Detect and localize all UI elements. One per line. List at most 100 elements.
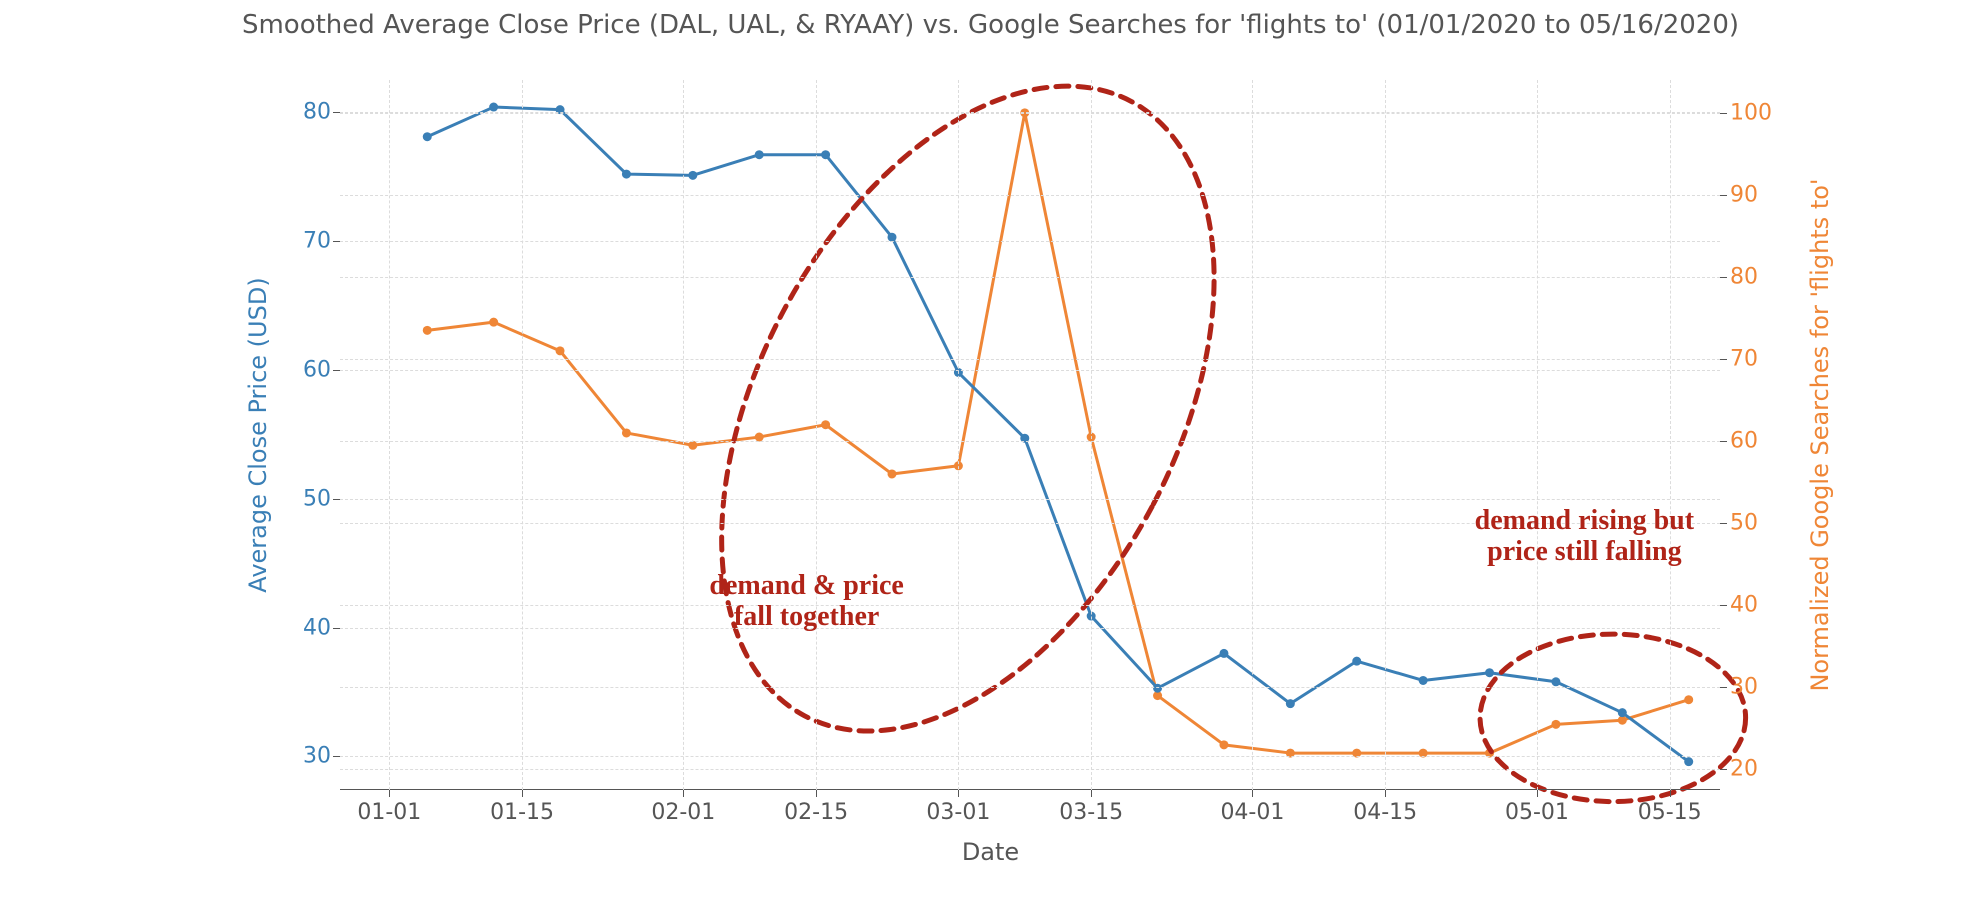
series-price-marker (821, 150, 830, 159)
series-price-marker (622, 170, 631, 179)
ytick-mark-right (1720, 277, 1727, 278)
line-svg (340, 80, 1720, 790)
series-price-marker (423, 132, 432, 141)
series-price-line (427, 107, 1688, 762)
series-searches-marker (556, 346, 565, 355)
ytick-mark-right (1720, 195, 1727, 196)
series-searches-marker (489, 318, 498, 327)
ytick-label-right: 90 (1730, 182, 1810, 207)
series-price-marker (489, 103, 498, 112)
gridline-h (340, 687, 1720, 688)
plot-area (340, 80, 1720, 790)
annotation-ellipse-1 (1480, 634, 1746, 802)
gridline-h (340, 113, 1720, 114)
ytick-mark-right (1720, 113, 1727, 114)
series-searches-marker (888, 469, 897, 478)
ytick-mark-right (1720, 769, 1727, 770)
ytick-mark-left (333, 499, 340, 500)
gridline-v (1252, 80, 1253, 790)
ytick-label-left: 40 (271, 615, 331, 640)
gridline-v (522, 80, 523, 790)
gridline-h (340, 499, 1720, 500)
annotation-text-1: demand rising but price still falling (1475, 507, 1694, 569)
gridline-v (816, 80, 817, 790)
series-price-marker (755, 150, 764, 159)
ytick-label-right: 60 (1730, 429, 1810, 454)
chart-container: Smoothed Average Close Price (DAL, UAL, … (0, 0, 1981, 899)
series-price-marker (1352, 657, 1361, 666)
xtick-label: 02-01 (633, 800, 733, 825)
xtick-mark (1670, 790, 1671, 797)
y-axis-right-title: Normalized Google Searches for 'flights … (1806, 178, 1834, 691)
xtick-mark (522, 790, 523, 797)
xtick-mark (1252, 790, 1253, 797)
ytick-mark-right (1720, 605, 1727, 606)
series-price-marker (1219, 649, 1228, 658)
xtick-mark (1385, 790, 1386, 797)
series-searches-marker (622, 428, 631, 437)
gridline-h (340, 769, 1720, 770)
xtick-mark (683, 790, 684, 797)
ytick-label-right: 50 (1730, 511, 1810, 536)
xtick-label: 05-01 (1487, 800, 1587, 825)
ytick-label-right: 70 (1730, 347, 1810, 372)
gridline-h (340, 441, 1720, 442)
gridline-v (1091, 80, 1092, 790)
series-searches-marker (423, 326, 432, 335)
x-axis-title: Date (0, 838, 1981, 866)
series-searches-marker (821, 420, 830, 429)
gridline-h (340, 277, 1720, 278)
gridline-h (340, 370, 1720, 371)
ytick-label-left: 80 (271, 100, 331, 125)
series-searches-marker (1551, 720, 1560, 729)
gridline-h (340, 605, 1720, 606)
series-price-marker (1419, 676, 1428, 685)
series-searches-marker (1684, 695, 1693, 704)
xtick-label: 04-01 (1202, 800, 1302, 825)
series-price-marker (1684, 757, 1693, 766)
xtick-label: 01-15 (472, 800, 572, 825)
chart-title: Smoothed Average Close Price (DAL, UAL, … (0, 10, 1981, 40)
gridline-h (340, 195, 1720, 196)
series-price-marker (1485, 668, 1494, 677)
ytick-label-left: 30 (271, 744, 331, 769)
gridline-v (1670, 80, 1671, 790)
ytick-label-right: 30 (1730, 675, 1810, 700)
xtick-label: 01-01 (339, 800, 439, 825)
ytick-label-left: 70 (271, 229, 331, 254)
ytick-mark-right (1720, 687, 1727, 688)
y-axis-left-title: Average Close Price (USD) (244, 277, 272, 592)
gridline-h (340, 359, 1720, 360)
ytick-mark-left (333, 112, 340, 113)
ytick-mark-right (1720, 523, 1727, 524)
series-searches-line (427, 113, 1688, 753)
ytick-label-right: 20 (1730, 757, 1810, 782)
gridline-v (683, 80, 684, 790)
xtick-mark (958, 790, 959, 797)
gridline-h (340, 628, 1720, 629)
xtick-label: 04-15 (1335, 800, 1435, 825)
gridline-v (958, 80, 959, 790)
x-axis-line (340, 789, 1720, 790)
gridline-v (1537, 80, 1538, 790)
series-searches-marker (1219, 740, 1228, 749)
gridline-h (340, 756, 1720, 757)
annotation-text-0: demand & price fall together (709, 571, 903, 633)
series-price-marker (688, 171, 697, 180)
ytick-mark-left (333, 241, 340, 242)
series-price-marker (1286, 699, 1295, 708)
series-price-marker (1551, 677, 1560, 686)
ytick-label-right: 80 (1730, 264, 1810, 289)
xtick-label: 05-15 (1620, 800, 1720, 825)
xtick-mark (1537, 790, 1538, 797)
ytick-mark-left (333, 370, 340, 371)
xtick-mark (389, 790, 390, 797)
xtick-label: 03-15 (1041, 800, 1141, 825)
ytick-mark-right (1720, 441, 1727, 442)
ytick-mark-left (333, 628, 340, 629)
ytick-mark-left (333, 756, 340, 757)
ytick-label-left: 60 (271, 357, 331, 382)
xtick-label: 03-01 (908, 800, 1008, 825)
ytick-label-right: 40 (1730, 593, 1810, 618)
ytick-label-left: 50 (271, 486, 331, 511)
